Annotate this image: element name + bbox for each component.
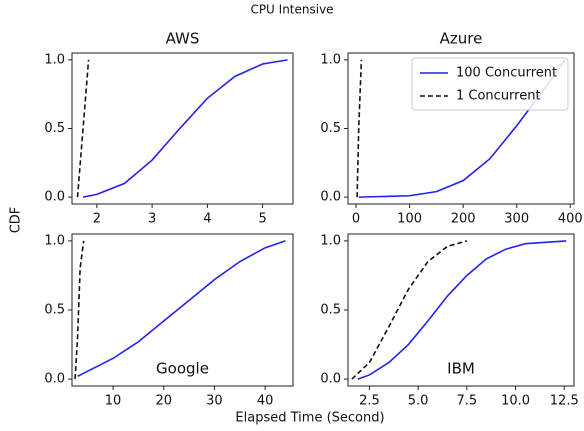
x-tick-label: 10.0 (501, 394, 530, 409)
x-tick-label: 20 (155, 394, 172, 409)
y-tick-label: 0.5 (44, 121, 65, 136)
x-tick-label: 10 (105, 394, 122, 409)
x-tick-label: 30 (206, 394, 223, 409)
x-tick-label: 40 (257, 394, 274, 409)
series-line (82, 59, 288, 198)
series-line (351, 240, 468, 380)
y-tick-label: 0.0 (44, 372, 65, 387)
x-tick-label: 0 (352, 212, 360, 227)
x-tick-label: 12.5 (550, 394, 579, 409)
panel-title: Azure (440, 30, 483, 48)
y-tick-label: 0.5 (320, 303, 341, 318)
x-tick-label: 2.5 (359, 394, 380, 409)
y-tick-label: 1.0 (44, 52, 65, 67)
x-tick-label: 100 (397, 212, 422, 227)
y-tick-label: 0.5 (320, 121, 341, 136)
plot-frame (71, 52, 294, 205)
legend-label: 1 Concurrent (456, 89, 541, 104)
x-tick-label: 5 (258, 212, 266, 227)
y-tick-label: 0.0 (320, 190, 341, 205)
y-tick-label: 1.0 (44, 233, 65, 248)
series-line (357, 240, 567, 380)
x-axis-label: Elapsed Time (Second) (235, 411, 384, 426)
figure-title: CPU Intensive (250, 3, 333, 17)
series-line (76, 59, 90, 198)
x-tick-label: 5.0 (408, 394, 429, 409)
x-tick-label: 400 (558, 212, 583, 227)
y-tick-label: 1.0 (320, 233, 341, 248)
x-tick-label: 4 (203, 212, 211, 227)
x-tick-label: 3 (148, 212, 156, 227)
y-tick-label: 0.5 (44, 303, 65, 318)
panel-annotation: Google (156, 360, 209, 378)
x-tick-label: 200 (451, 212, 476, 227)
legend-box (411, 57, 569, 111)
panel-title: AWS (166, 30, 200, 48)
y-tick-label: 1.0 (320, 52, 341, 67)
y-axis-label: CDF (9, 207, 24, 234)
y-tick-label: 0.0 (320, 372, 341, 387)
x-tick-label: 7.5 (457, 394, 478, 409)
x-tick-label: 300 (504, 212, 529, 227)
series-line (74, 240, 85, 380)
series-line (356, 59, 363, 198)
legend-label: 100 Concurrent (456, 66, 557, 81)
y-tick-label: 0.0 (44, 190, 65, 205)
x-tick-label: 2 (93, 212, 101, 227)
panel-annotation: IBM (447, 360, 475, 378)
series-line (77, 240, 286, 378)
